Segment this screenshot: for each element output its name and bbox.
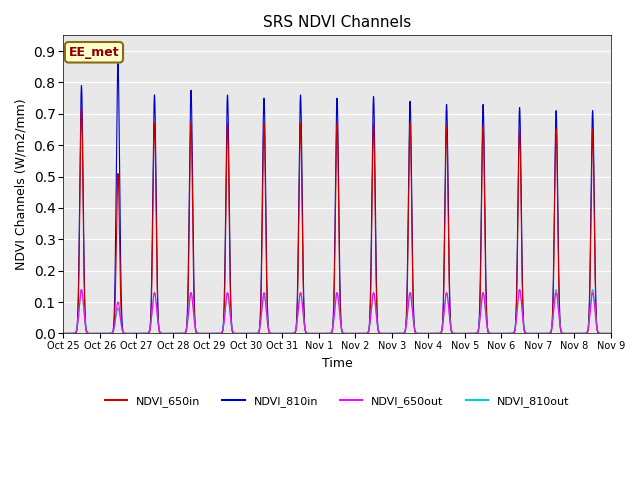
NDVI_810out bbox=[171, 331, 179, 336]
NDVI_650out bbox=[77, 287, 85, 292]
NDVI_650out bbox=[60, 331, 67, 336]
NDVI_650out bbox=[607, 331, 614, 336]
NDVI_810in bbox=[177, 331, 184, 336]
Legend: NDVI_650in, NDVI_810in, NDVI_650out, NDVI_810out: NDVI_650in, NDVI_810in, NDVI_650out, NDV… bbox=[100, 392, 574, 411]
NDVI_650in bbox=[177, 331, 184, 336]
NDVI_650out bbox=[171, 331, 179, 336]
NDVI_650in bbox=[264, 325, 272, 331]
NDVI_650out bbox=[490, 331, 498, 336]
NDVI_810in bbox=[490, 331, 498, 336]
NDVI_650in bbox=[171, 331, 179, 336]
NDVI_810in bbox=[171, 331, 179, 336]
NDVI_650in bbox=[607, 331, 614, 336]
NDVI_650in bbox=[77, 105, 85, 110]
Line: NDVI_810in: NDVI_810in bbox=[63, 63, 611, 334]
NDVI_650in bbox=[413, 331, 420, 336]
Line: NDVI_650in: NDVI_650in bbox=[63, 108, 611, 334]
NDVI_810out bbox=[177, 331, 184, 336]
Title: SRS NDVI Channels: SRS NDVI Channels bbox=[263, 15, 411, 30]
NDVI_810out bbox=[77, 287, 85, 292]
NDVI_810in bbox=[605, 331, 613, 336]
NDVI_810out bbox=[607, 331, 614, 336]
NDVI_810out bbox=[605, 331, 613, 336]
Y-axis label: NDVI Channels (W/m2/mm): NDVI Channels (W/m2/mm) bbox=[15, 98, 28, 270]
Text: EE_met: EE_met bbox=[68, 46, 119, 59]
NDVI_650out bbox=[264, 325, 272, 331]
NDVI_810in bbox=[60, 331, 67, 336]
NDVI_810in bbox=[413, 331, 420, 336]
NDVI_810in bbox=[114, 60, 122, 66]
Line: NDVI_650out: NDVI_650out bbox=[63, 289, 611, 334]
NDVI_650out bbox=[177, 331, 184, 336]
NDVI_650in bbox=[60, 331, 67, 336]
NDVI_810out bbox=[60, 331, 67, 336]
NDVI_810out bbox=[490, 331, 498, 336]
NDVI_810in bbox=[264, 323, 272, 328]
NDVI_810out bbox=[264, 324, 272, 330]
NDVI_810in bbox=[607, 331, 614, 336]
NDVI_810out bbox=[413, 330, 420, 336]
X-axis label: Time: Time bbox=[322, 357, 353, 370]
NDVI_650in bbox=[490, 331, 498, 336]
NDVI_650in bbox=[605, 331, 613, 336]
NDVI_650out bbox=[605, 331, 613, 336]
Line: NDVI_810out: NDVI_810out bbox=[63, 289, 611, 334]
NDVI_650out bbox=[413, 330, 420, 336]
